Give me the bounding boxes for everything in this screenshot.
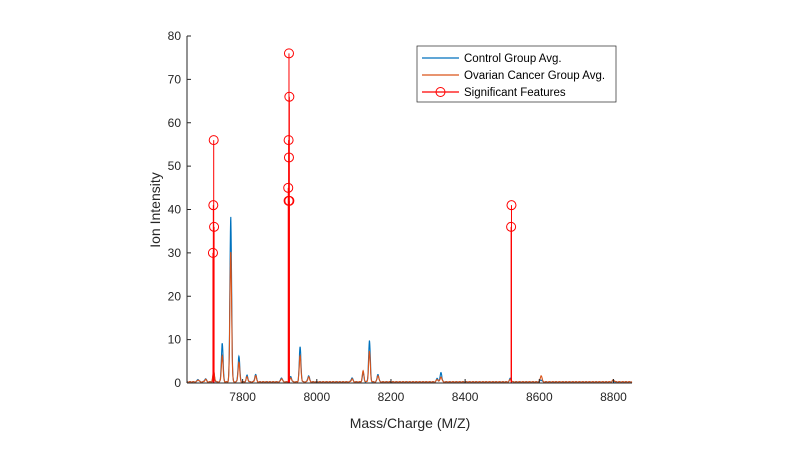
x-axis-label: Mass/Charge (M/Z) <box>350 415 471 431</box>
legend-label-cancer: Ovarian Cancer Group Avg. <box>464 70 605 82</box>
axes: 7800 8000 8200 8400 8600 8800 0 10 20 30 40 50 60 70 8… <box>168 29 632 404</box>
y-tick-label: 30 <box>168 246 182 260</box>
stem-marker <box>284 195 295 206</box>
stem-marker <box>208 200 219 211</box>
stem-marker <box>283 152 294 163</box>
x-tick-label: 8400 <box>452 390 479 404</box>
y-tick-label: 40 <box>168 203 182 217</box>
x-tick-label: 7800 <box>229 390 256 404</box>
x-tick-label: 8200 <box>378 390 405 404</box>
plot-area <box>186 48 633 383</box>
x-tick-label: 8800 <box>600 390 627 404</box>
y-tick-label: 0 <box>174 376 181 390</box>
stem-marker <box>283 135 294 146</box>
stem-marker <box>207 247 218 258</box>
legend-marker-features <box>435 87 446 97</box>
series-line-0 <box>186 216 633 383</box>
y-tick-label: 20 <box>168 289 182 303</box>
y-tick-label: 10 <box>168 333 182 347</box>
stem-marker <box>209 221 220 232</box>
y-tick-label: 80 <box>168 29 182 43</box>
series-line-1 <box>186 251 633 383</box>
legend-label-features: Significant Features <box>464 87 566 99</box>
stem-marker <box>283 182 294 193</box>
y-tick-label: 70 <box>168 72 182 86</box>
y-tick-label: 60 <box>168 116 182 130</box>
stem-marker <box>284 91 295 102</box>
x-tick-label: 8600 <box>526 390 553 404</box>
legend: Control Group Avg. Ovarian Cancer Group … <box>416 45 617 103</box>
stem-marker <box>506 200 517 211</box>
legend-label-control: Control Group Avg. <box>464 53 562 65</box>
stem-marker <box>283 48 294 59</box>
stem-marker <box>506 221 517 232</box>
x-tick-label: 8000 <box>303 390 330 404</box>
y-axis-label: Ion Intensity <box>147 172 163 248</box>
stem-marker <box>208 135 219 146</box>
y-tick-label: 50 <box>168 159 182 173</box>
